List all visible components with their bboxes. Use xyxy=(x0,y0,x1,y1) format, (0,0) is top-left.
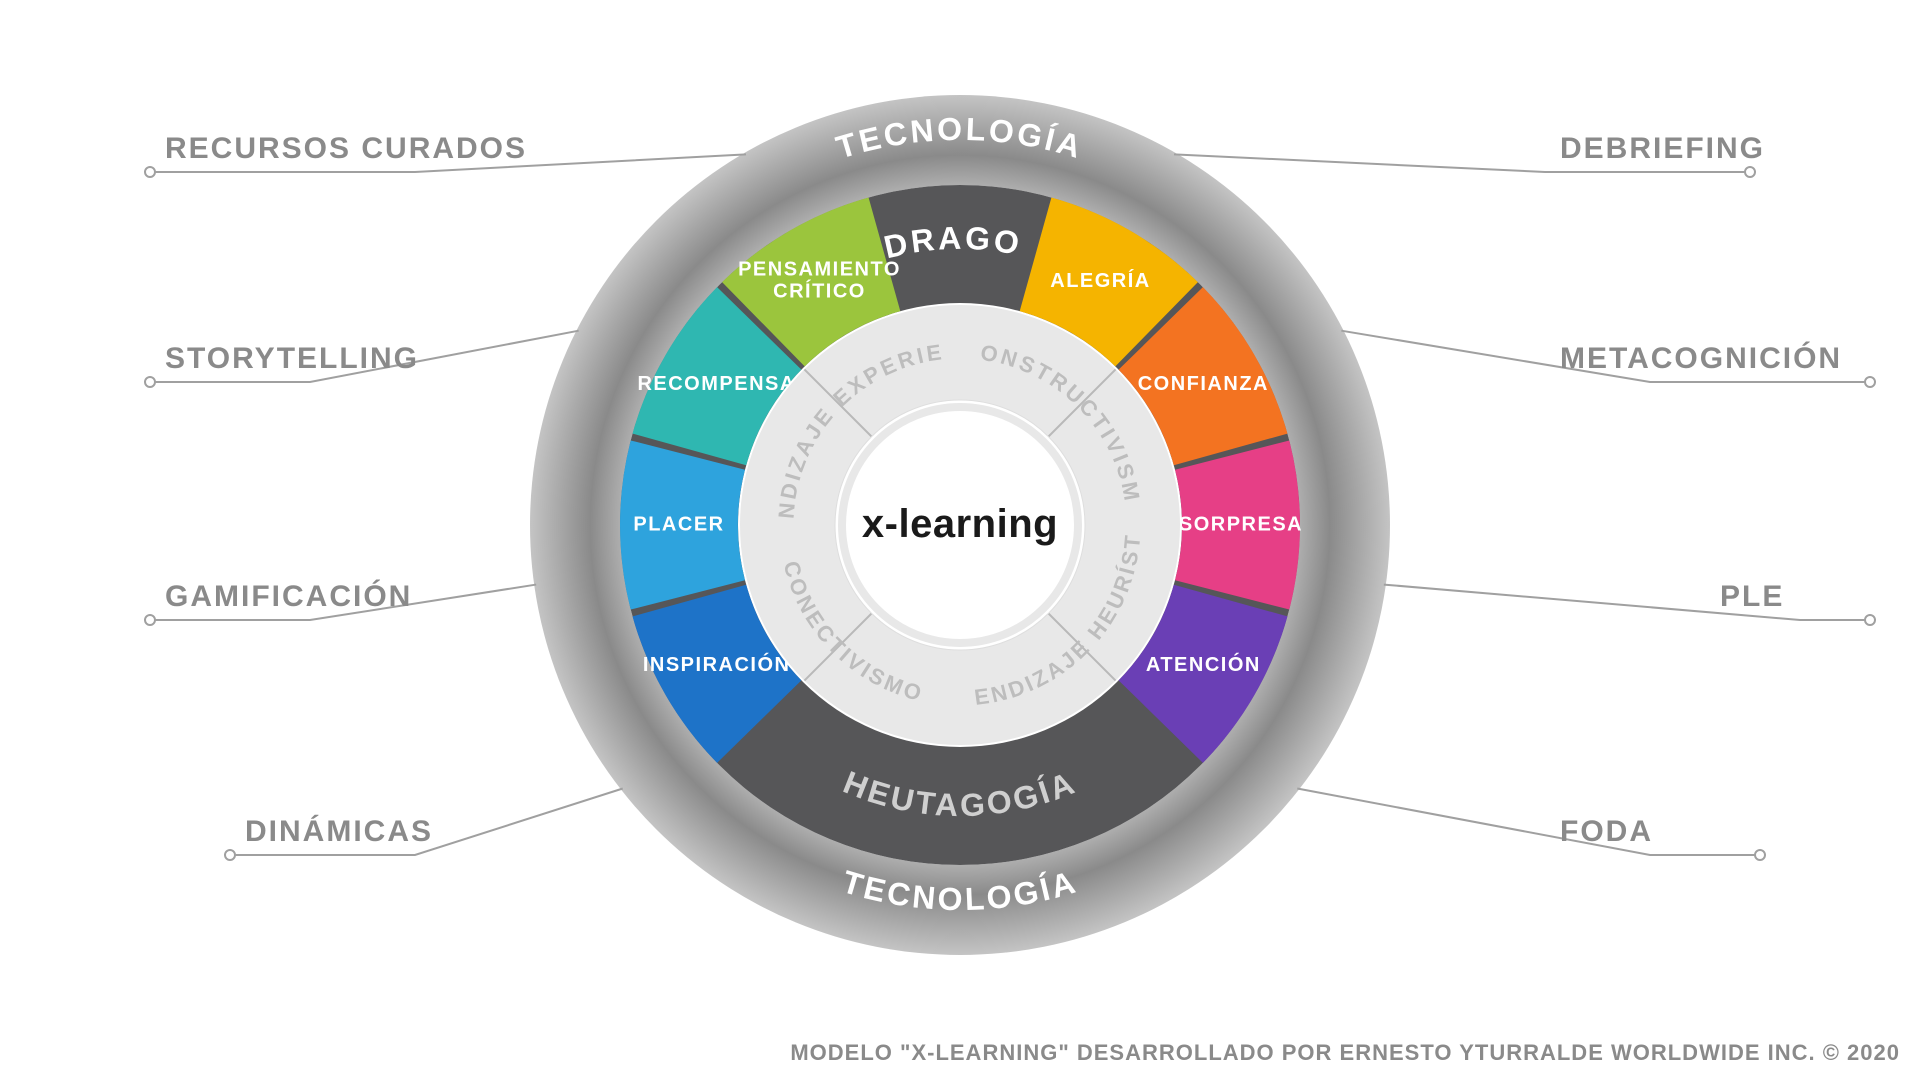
callout-dot xyxy=(225,850,235,860)
callout-dot xyxy=(145,167,155,177)
callout-dot xyxy=(145,615,155,625)
callout-dot xyxy=(1755,850,1765,860)
footer-credit: MODELO "X-LEARNING" DESARROLLADO POR ERN… xyxy=(790,1040,1900,1065)
callout-line xyxy=(1384,585,1870,620)
callout-dot xyxy=(1865,615,1875,625)
callout-dot xyxy=(1745,167,1755,177)
center-title: x-learning xyxy=(862,502,1058,546)
callout-ple: PLE xyxy=(1720,580,1784,613)
segment-label: SORPRESA xyxy=(1179,513,1303,535)
callout-debriefing: DEBRIEFING xyxy=(1560,132,1765,165)
xlearning-diagram: TECNOLOGÍATECNOLOGÍAALEGRÍACONFIANZASORP… xyxy=(0,0,1920,1080)
callout-recursos-curados: RECURSOS CURADOS xyxy=(165,132,527,165)
callout-dot xyxy=(145,377,155,387)
segment-label: INSPIRACIÓN xyxy=(643,652,791,676)
callout-gamificación: GAMIFICACIÓN xyxy=(165,579,412,613)
segment-label: RECOMPENSA xyxy=(637,373,795,395)
segment-label: ALEGRÍA xyxy=(1050,269,1151,292)
callout-dot xyxy=(1865,377,1875,387)
callout-dinámicas: DINÁMICAS xyxy=(245,814,433,848)
callout-storytelling: STORYTELLING xyxy=(165,342,419,375)
callout-metacognición: METACOGNICIÓN xyxy=(1560,341,1842,375)
segment-label: CONFIANZA xyxy=(1138,373,1269,395)
segment-label: ATENCIÓN xyxy=(1146,652,1261,676)
segment-label: PLACER xyxy=(633,513,724,535)
callout-foda: FODA xyxy=(1560,815,1653,848)
callout-line xyxy=(1297,789,1760,855)
